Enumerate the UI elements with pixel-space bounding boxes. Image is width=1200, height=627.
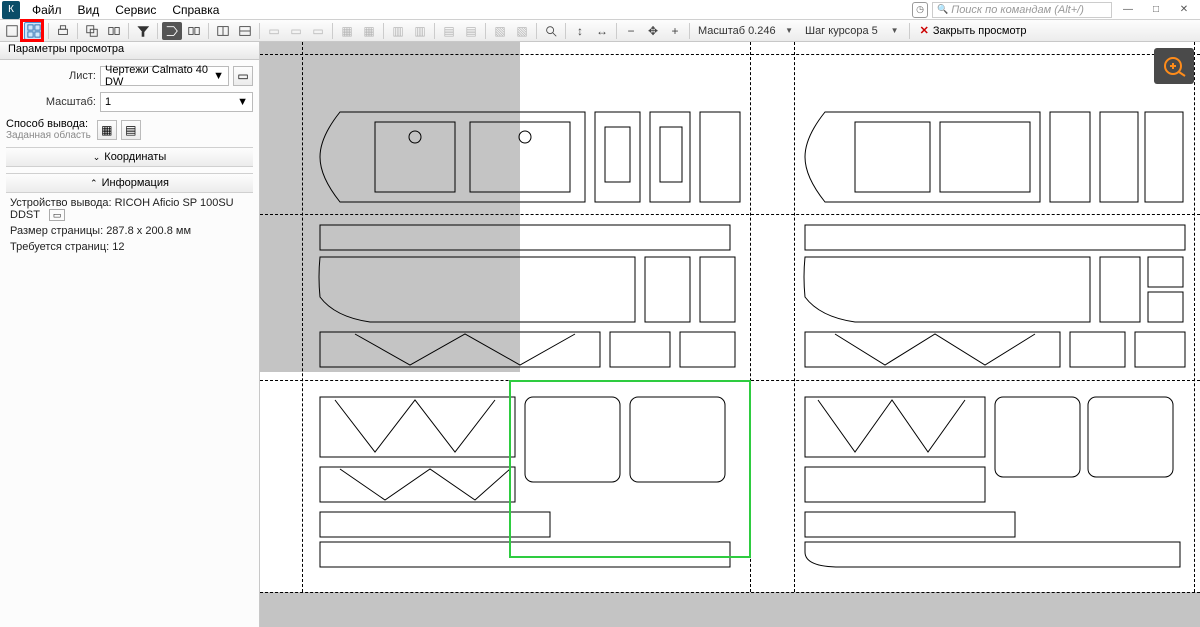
menu-view[interactable]: Вид xyxy=(70,1,108,19)
output-mode1-button[interactable]: ▦ xyxy=(97,120,117,140)
command-search[interactable]: Поиск по командам (Alt+/) xyxy=(932,2,1112,18)
cad-part-3 xyxy=(315,222,745,372)
panel-tab[interactable]: Параметры просмотра xyxy=(0,42,259,60)
cad-part-6 xyxy=(800,392,1190,572)
disabled-8: ▤ xyxy=(439,22,459,40)
selection-rectangle[interactable] xyxy=(509,380,751,558)
info-device: Устройство вывода: RICOH Aficio SP 100SU… xyxy=(6,195,253,223)
history-icon[interactable]: ◷ xyxy=(912,2,928,18)
move-icon[interactable]: ✥ xyxy=(643,22,663,40)
grid3-icon[interactable] xyxy=(213,22,233,40)
scale-group: Масштаб 0.246 ▼ xyxy=(694,25,799,37)
disabled-6: ▥ xyxy=(388,22,408,40)
layers-icon[interactable] xyxy=(82,22,102,40)
close-preview-button[interactable]: ✕ Закрыть просмотр xyxy=(914,24,1033,37)
chevron-down-icon: ▼ xyxy=(213,70,224,82)
close-preview-label: Закрыть просмотр xyxy=(933,25,1027,37)
cad-part-4 xyxy=(800,222,1190,372)
panel-scale-label: Масштаб: xyxy=(6,96,96,108)
layers2-icon[interactable] xyxy=(104,22,124,40)
view-cube-icon[interactable] xyxy=(1154,48,1194,84)
close-icon: ✕ xyxy=(920,24,929,37)
app-icon: К xyxy=(2,1,20,19)
zoom-plus-icon[interactable]: + xyxy=(665,22,685,40)
toolbar: ▭ ▭ ▭ ▦ ▦ ▥ ▥ ▤ ▤ ▧ ▧ ↕ ↔ − ✥ + Масштаб … xyxy=(0,20,1200,42)
output-mode2-button[interactable]: ▤ xyxy=(121,120,141,140)
sheet-more-button[interactable]: ▭ xyxy=(233,66,253,86)
disabled-1: ▭ xyxy=(264,22,284,40)
minimize-button[interactable]: — xyxy=(1116,2,1140,18)
print-icon[interactable] xyxy=(53,22,73,40)
section-info-label: Информация xyxy=(102,177,169,189)
disabled-4: ▦ xyxy=(337,22,357,40)
disabled-10: ▧ xyxy=(490,22,510,40)
side-panel: Параметры просмотра Лист: Чертежи Calmat… xyxy=(0,42,260,627)
output-sub: Заданная область xyxy=(6,130,91,141)
cursor-step-group: Шаг курсора 5 ▼ xyxy=(801,25,905,37)
disabled-3: ▭ xyxy=(308,22,328,40)
zoom-minus-icon[interactable]: − xyxy=(621,22,641,40)
page-layout-icon[interactable] xyxy=(24,22,44,40)
chevron-down-icon: ▼ xyxy=(237,96,248,108)
scale-value[interactable]: 0.246 xyxy=(748,25,780,37)
menu-service[interactable]: Сервис xyxy=(107,1,164,19)
grid2-icon[interactable] xyxy=(184,22,204,40)
info-pages: Требуется страниц: 12 xyxy=(6,239,253,255)
menubar: К Файл Вид Сервис Справка ◷ Поиск по ком… xyxy=(0,0,1200,20)
sheet-label: Лист: xyxy=(6,70,96,82)
scale-dropdown-icon[interactable]: ▼ xyxy=(783,26,795,35)
filter-icon[interactable] xyxy=(133,22,153,40)
cursor-step-value[interactable]: 5 xyxy=(872,25,886,37)
cursor-step-label: Шаг курсора xyxy=(805,25,869,37)
disabled-5: ▦ xyxy=(359,22,379,40)
zoom-icon[interactable] xyxy=(541,22,561,40)
section-coords[interactable]: ⌄ Координаты xyxy=(6,147,253,167)
cad-part-1 xyxy=(315,107,745,207)
disabled-11: ▧ xyxy=(512,22,532,40)
output-label: Способ вывода: xyxy=(6,118,91,130)
chevron-up-icon: ⌃ xyxy=(90,178,98,189)
disabled-9: ▤ xyxy=(461,22,481,40)
section-coords-label: Координаты xyxy=(104,151,166,163)
section-info[interactable]: ⌃ Информация xyxy=(6,173,253,193)
grid4-icon[interactable] xyxy=(235,22,255,40)
panel-scale-select[interactable]: 1 ▼ xyxy=(100,92,253,112)
arrows-up-icon[interactable]: ↕ xyxy=(570,22,590,40)
info-page-size: Размер страницы: 287.8 x 200.8 мм xyxy=(6,223,253,239)
disabled-2: ▭ xyxy=(286,22,306,40)
disabled-7: ▥ xyxy=(410,22,430,40)
menu-help[interactable]: Справка xyxy=(164,1,227,19)
chevron-down-icon: ⌄ xyxy=(93,152,101,163)
scale-label: Масштаб xyxy=(698,25,745,37)
cursor-step-dropdown-icon[interactable]: ▼ xyxy=(889,26,901,35)
arrows-lr-icon[interactable]: ↔ xyxy=(592,22,612,40)
maximize-button[interactable]: □ xyxy=(1144,2,1168,18)
sheet-value: Чертежи Calmato 40 DW xyxy=(105,64,213,88)
menu-file[interactable]: Файл xyxy=(24,1,70,19)
preview-area[interactable] xyxy=(260,42,1200,627)
sheet-select[interactable]: Чертежи Calmato 40 DW ▼ xyxy=(100,66,229,86)
tag-icon[interactable] xyxy=(162,22,182,40)
panel-scale-value: 1 xyxy=(105,96,111,108)
page-setup-icon[interactable] xyxy=(2,22,22,40)
device-settings-icon[interactable]: ▭ xyxy=(49,209,66,221)
close-button[interactable]: ✕ xyxy=(1172,2,1196,18)
cad-part-2 xyxy=(800,107,1190,207)
